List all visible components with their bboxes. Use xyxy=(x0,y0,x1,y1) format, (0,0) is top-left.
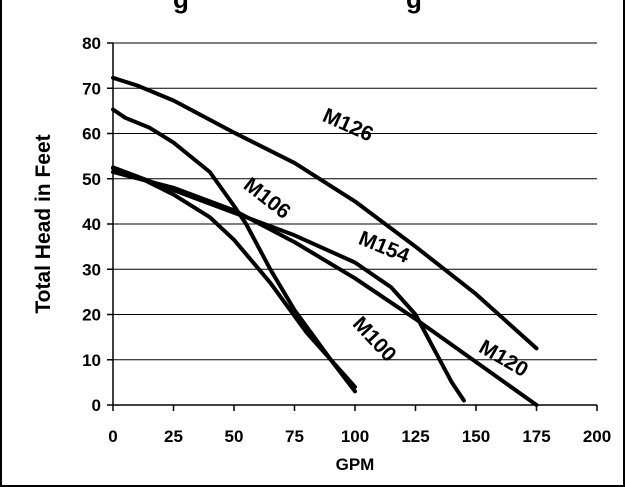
series-label-m126: M126 xyxy=(319,104,376,146)
title-fragment-right: g xyxy=(406,0,422,14)
y-tick-label-30: 30 xyxy=(82,260,101,279)
y-tick-label-60: 60 xyxy=(82,125,101,144)
axes xyxy=(107,42,598,411)
series-label-m154: M154 xyxy=(355,227,413,268)
y-tick-label-40: 40 xyxy=(82,215,101,234)
series-label-m100: M100 xyxy=(348,312,401,366)
x-tick-label-75: 75 xyxy=(285,427,304,446)
grid-lines xyxy=(113,42,597,361)
series-line-m106 xyxy=(111,107,357,394)
x-tick-labels: 0 25 50 75 100 125 150 175 200 xyxy=(108,427,611,446)
y-tick-label-70: 70 xyxy=(82,79,101,98)
series-line-m100 xyxy=(111,165,357,389)
y-tick-label-20: 20 xyxy=(82,306,101,325)
y-tick-labels: 0 10 20 30 40 50 60 70 80 xyxy=(82,34,101,415)
series-line-m126 xyxy=(111,75,539,351)
series-line-m120 xyxy=(111,170,539,407)
x-tick-label-200: 200 xyxy=(583,427,611,446)
x-tick-label-100: 100 xyxy=(341,427,369,446)
y-axis-title: Total Head in Feet xyxy=(32,134,55,313)
x-tick-label-50: 50 xyxy=(225,427,244,446)
x-tick-label-175: 175 xyxy=(522,427,550,446)
x-tick-label-0: 0 xyxy=(108,427,117,446)
y-tick-label-10: 10 xyxy=(82,351,101,370)
x-axis-title: GPM xyxy=(336,455,375,474)
series-label-m120: M120 xyxy=(475,336,532,382)
y-tick-label-0: 0 xyxy=(92,396,101,415)
title-fragment-left: g xyxy=(173,0,189,14)
x-tick-label-25: 25 xyxy=(164,427,183,446)
x-tick-label-150: 150 xyxy=(462,427,490,446)
x-tick-label-125: 125 xyxy=(401,427,429,446)
series-lines xyxy=(111,75,539,407)
y-tick-label-80: 80 xyxy=(82,34,101,53)
y-tick-label-50: 50 xyxy=(82,170,101,189)
